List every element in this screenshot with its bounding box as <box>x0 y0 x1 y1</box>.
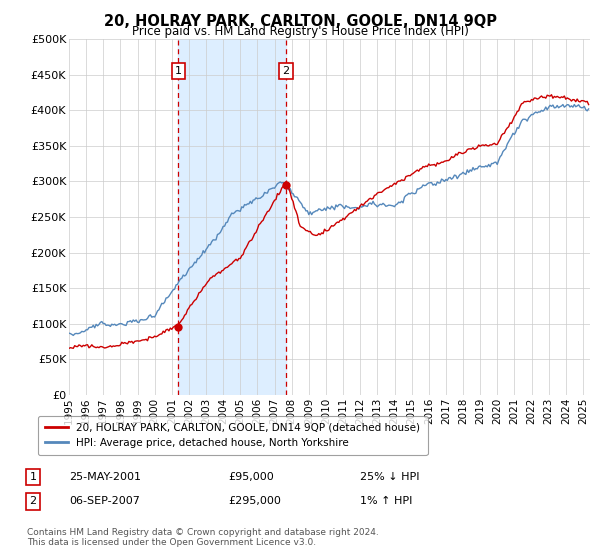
Text: 20, HOLRAY PARK, CARLTON, GOOLE, DN14 9QP: 20, HOLRAY PARK, CARLTON, GOOLE, DN14 9Q… <box>104 14 497 29</box>
Text: £295,000: £295,000 <box>228 496 281 506</box>
Text: 25% ↓ HPI: 25% ↓ HPI <box>360 472 419 482</box>
Legend: 20, HOLRAY PARK, CARLTON, GOOLE, DN14 9QP (detached house), HPI: Average price, : 20, HOLRAY PARK, CARLTON, GOOLE, DN14 9Q… <box>38 416 428 455</box>
Text: Price paid vs. HM Land Registry's House Price Index (HPI): Price paid vs. HM Land Registry's House … <box>131 25 469 38</box>
Text: 1: 1 <box>29 472 37 482</box>
Text: 2: 2 <box>29 496 37 506</box>
Text: 1% ↑ HPI: 1% ↑ HPI <box>360 496 412 506</box>
Bar <box>178 39 286 395</box>
Text: 2: 2 <box>283 66 290 76</box>
Text: 1: 1 <box>175 66 182 76</box>
Text: 06-SEP-2007: 06-SEP-2007 <box>69 496 140 506</box>
Text: Contains HM Land Registry data © Crown copyright and database right 2024.
This d: Contains HM Land Registry data © Crown c… <box>27 528 379 547</box>
Text: 25-MAY-2001: 25-MAY-2001 <box>69 472 141 482</box>
Text: £95,000: £95,000 <box>228 472 274 482</box>
